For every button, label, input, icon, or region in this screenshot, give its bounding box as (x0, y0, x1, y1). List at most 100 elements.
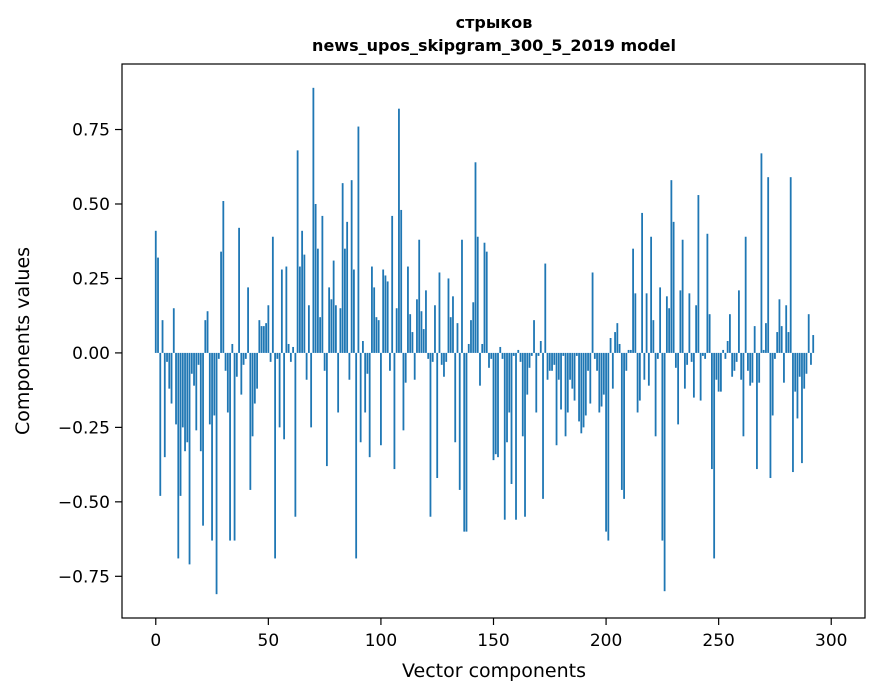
bar-65 (301, 230, 304, 353)
bar-90 (357, 126, 360, 353)
bar-272 (767, 177, 770, 353)
bar-29 (220, 251, 222, 353)
bar-195 (593, 352, 596, 359)
bar-249 (715, 352, 718, 380)
bar-254 (726, 341, 729, 353)
bar-248 (713, 352, 716, 559)
x-tick-label: 300 (815, 631, 847, 651)
bar-182 (564, 352, 567, 437)
bar-192 (587, 352, 589, 371)
bar-145 (481, 343, 484, 353)
bar-56 (280, 269, 283, 353)
x-tick-label: 200 (590, 631, 622, 651)
bar-27 (215, 352, 218, 595)
bar-53 (274, 352, 276, 559)
bar-122 (429, 352, 432, 517)
bar-170 (537, 352, 540, 356)
bar-89 (355, 352, 358, 559)
chart-title-line-2: news_upos_skipgram_300_5_2019 model (312, 36, 676, 55)
bar-214 (636, 352, 639, 413)
bar-220 (650, 236, 653, 353)
bar-126 (438, 272, 441, 353)
bar-177 (553, 352, 556, 365)
bar-133 (454, 352, 457, 443)
bar-61 (292, 346, 295, 353)
bar-144 (479, 352, 481, 386)
bar-259 (738, 290, 740, 353)
bar-21 (202, 352, 204, 526)
bar-30 (222, 201, 225, 353)
bar-292 (812, 335, 815, 353)
bar-180 (560, 352, 562, 410)
bar-134 (456, 323, 459, 353)
bar-6 (168, 352, 171, 389)
bar-125 (436, 352, 439, 479)
bar-64 (298, 266, 301, 353)
bar-247 (711, 352, 713, 470)
bar-265 (751, 352, 754, 383)
bar-151 (494, 352, 497, 455)
bar-184 (569, 352, 571, 380)
bar-62 (294, 352, 297, 517)
bar-121 (427, 352, 430, 359)
bar-79 (332, 260, 335, 353)
bar-128 (443, 352, 445, 377)
bar-52 (271, 236, 274, 353)
bar-207 (620, 352, 623, 490)
bar-141 (472, 302, 475, 353)
bar-45 (256, 352, 258, 389)
bar-210 (627, 349, 630, 353)
bar-203 (611, 352, 614, 389)
bar-185 (571, 352, 574, 389)
bar-274 (771, 352, 774, 416)
bar-15 (188, 352, 191, 565)
y-axis-ticks: −0.75 −0.50 −0.25 0.00 0.25 0.50 0.75 (58, 121, 122, 587)
bar-153 (499, 346, 502, 353)
bar-60 (289, 352, 292, 362)
bar-200 (605, 352, 607, 532)
bar-139 (467, 343, 470, 353)
plot-frame (121, 63, 866, 619)
bar-58 (285, 266, 288, 353)
bar-19 (197, 352, 200, 365)
bar-173 (544, 263, 547, 353)
bar-264 (749, 352, 752, 386)
bar-176 (551, 352, 553, 371)
y-axis-label: Components values (12, 247, 34, 435)
bar-186 (573, 352, 576, 401)
bar-258 (735, 352, 738, 362)
bar-175 (548, 352, 551, 371)
bar-113 (409, 314, 412, 353)
bar-13 (184, 352, 186, 452)
bar-84 (344, 248, 346, 353)
bar-236 (686, 352, 689, 365)
bar-129 (445, 352, 448, 362)
bar-103 (386, 281, 389, 353)
bar-0 (154, 230, 157, 353)
bar-148 (488, 352, 490, 368)
bar-102 (384, 275, 387, 353)
bar-278 (780, 326, 783, 353)
bar-266 (753, 326, 756, 353)
bar-198 (600, 352, 603, 407)
bar-55 (278, 352, 281, 428)
bar-18 (195, 352, 198, 431)
bar-98 (375, 317, 378, 353)
bar-35 (233, 352, 236, 541)
bar-71 (314, 203, 317, 353)
bar-36 (235, 352, 238, 377)
bar-92 (362, 341, 364, 353)
bar-228 (668, 308, 671, 353)
bar-233 (679, 290, 682, 353)
x-tick-label: 150 (477, 631, 509, 651)
bar-63 (296, 150, 299, 353)
bar-199 (602, 352, 605, 395)
bar-87 (350, 180, 353, 353)
bar-194 (591, 272, 594, 353)
y-tick-label: −0.25 (58, 418, 110, 438)
bar-76 (325, 352, 328, 467)
bar-253 (724, 352, 727, 359)
bar-88 (353, 269, 355, 353)
bar-183 (566, 352, 569, 413)
bar-66 (303, 254, 306, 353)
